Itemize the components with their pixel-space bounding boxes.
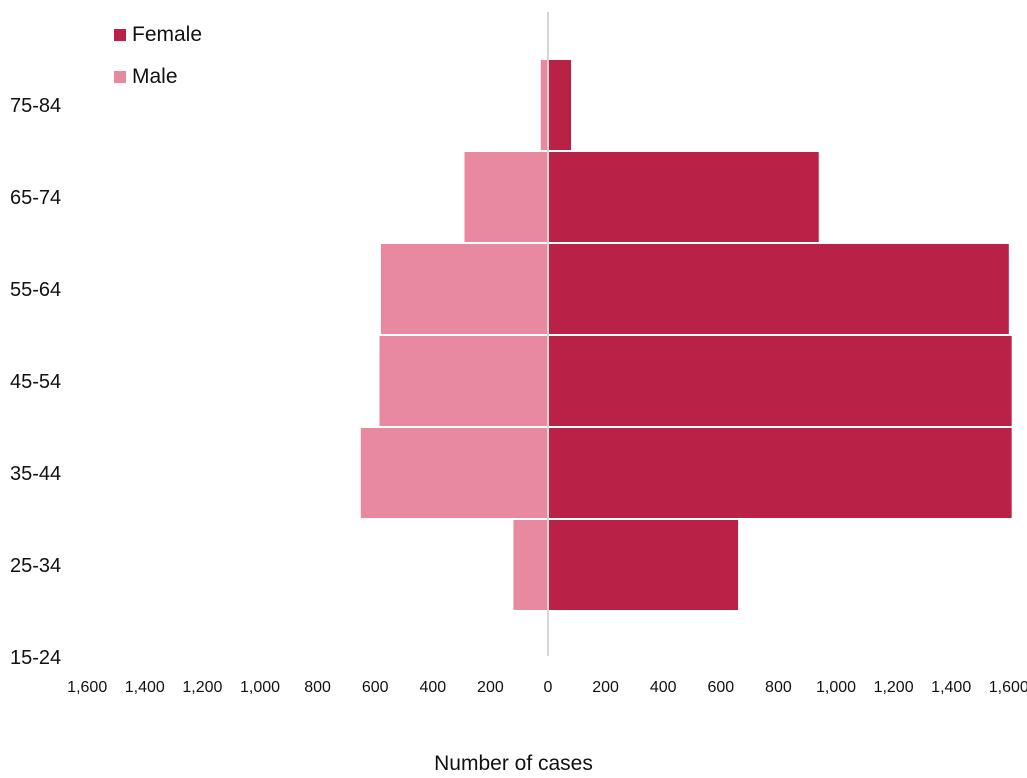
legend-swatch-female [114, 29, 126, 41]
bar-female-35-44 [549, 428, 1012, 518]
x-tick-label: 1,400 [125, 679, 165, 696]
legend: Female Male [114, 14, 202, 98]
bar-male-75-84 [540, 60, 547, 150]
y-tick-label-55-64: 55-64 [10, 279, 61, 301]
x-tick-label: 1,200 [182, 679, 222, 696]
y-tick-label-25-34: 25-34 [10, 555, 61, 577]
y-tick-label-65-74: 65-74 [10, 187, 61, 209]
x-tick-label: 800 [304, 679, 331, 696]
x-tick-label: 400 [650, 679, 677, 696]
bar-male-25-34 [513, 520, 547, 610]
bar-female-75-84 [549, 60, 572, 150]
legend-item-female: Female [114, 14, 202, 56]
x-tick-label: 1,600 [67, 679, 107, 696]
legend-swatch-male [114, 71, 126, 83]
x-tick-label: 800 [765, 679, 792, 696]
x-axis-title: Number of cases [434, 752, 593, 775]
bar-female-55-64 [549, 244, 1009, 334]
x-tick-label: 200 [592, 679, 619, 696]
x-tick-label: 1,400 [931, 679, 971, 696]
bar-male-55-64 [380, 244, 547, 334]
x-tick-label: 600 [362, 679, 389, 696]
x-tick-label: 0 [544, 679, 553, 696]
x-tick-label: 1,000 [816, 679, 856, 696]
x-tick-label: 200 [477, 679, 504, 696]
x-tick-label: 1,200 [874, 679, 914, 696]
y-tick-label-35-44: 35-44 [10, 463, 61, 485]
legend-item-male: Male [114, 56, 202, 98]
y-tick-label-15-24: 15-24 [10, 647, 61, 669]
x-tick-label: 600 [707, 679, 734, 696]
bar-female-45-54 [549, 336, 1012, 426]
legend-label-male: Male [132, 65, 178, 88]
bar-female-25-34 [549, 520, 739, 610]
x-tick-label: 1,000 [240, 679, 280, 696]
legend-label-female: Female [132, 23, 203, 46]
y-tick-label-75-84: 75-84 [10, 95, 61, 117]
bar-male-35-44 [360, 428, 547, 518]
x-tick-label: 1,600 [989, 679, 1027, 696]
x-tick-label: 400 [419, 679, 446, 696]
bar-male-45-54 [379, 336, 547, 426]
bar-male-65-74 [464, 152, 547, 242]
bar-female-65-74 [549, 152, 819, 242]
y-tick-label-45-54: 45-54 [10, 371, 61, 393]
